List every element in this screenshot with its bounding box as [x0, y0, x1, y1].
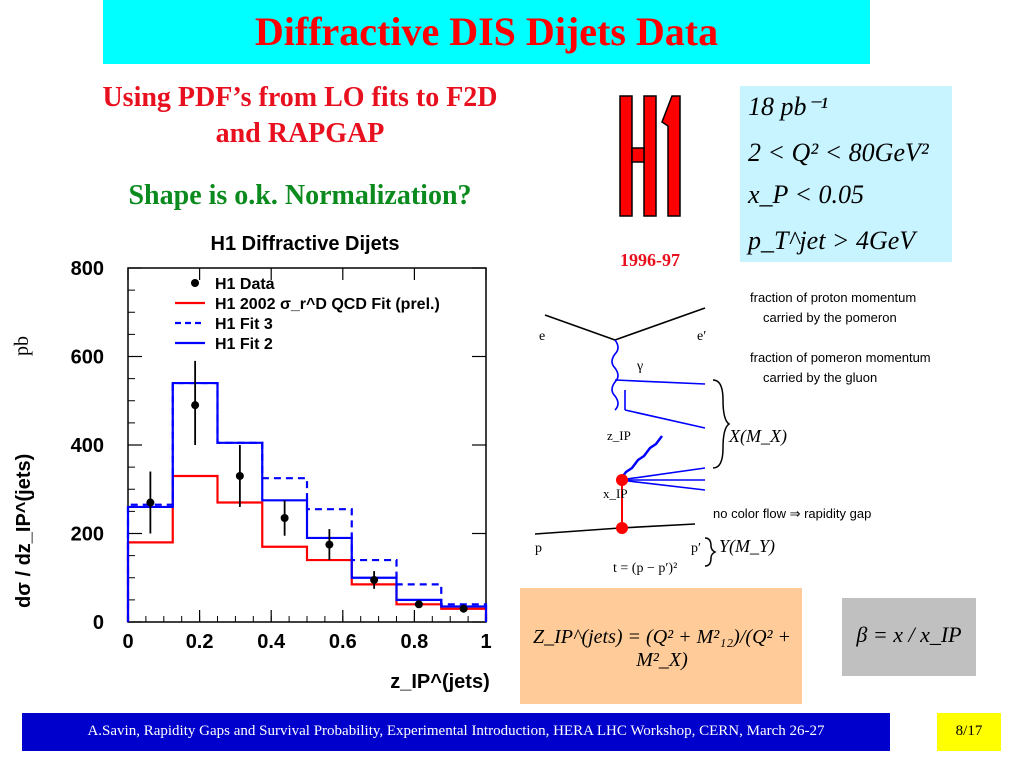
electron-in-label: e: [539, 329, 545, 344]
slide-title: Diffractive DIS Dijets Data: [254, 9, 719, 54]
y-system-brace: [704, 537, 717, 567]
photon-line: [611, 339, 619, 411]
data-point: [414, 600, 423, 609]
x-tick-label: 0.2: [186, 631, 214, 653]
legend-label-data: H1 Data: [215, 276, 275, 293]
proton-out-line: [619, 523, 696, 529]
y-tick-label: 400: [71, 435, 104, 457]
proton-out-label: p′: [691, 541, 701, 556]
series-group: [126, 381, 488, 622]
x-system-label: X(M_X): [728, 426, 787, 447]
data-point: [280, 514, 289, 523]
h1-logo: [619, 95, 681, 217]
xp-description-1: fraction of proton momentum: [750, 290, 916, 305]
y-system-label: Y(M_Y): [719, 536, 775, 557]
y-tick-label: 0: [93, 612, 104, 634]
data-point: [459, 604, 468, 613]
subtitle-line-2: and RAPGAP: [215, 118, 385, 149]
lumi-label: 18 pb⁻¹: [748, 92, 829, 121]
y-tick-label: 200: [71, 524, 104, 546]
data-points: [146, 360, 468, 613]
xp-diagram-label: x_IP: [603, 486, 628, 501]
legend-label-3: H1 Fit 2: [215, 336, 273, 353]
electron-out-line: [614, 307, 706, 341]
y-tick-label: 600: [71, 347, 104, 369]
x-tick-label: 0.6: [329, 631, 357, 653]
chart-legend: H1 Data H1 2002 σ_r^D QCD Fit (prel.) H1 F…: [175, 276, 440, 353]
kinematics-box: [740, 86, 952, 262]
plot-frame: [127, 267, 487, 623]
y-axis-label: dσ / dz_IP^(jets): [13, 454, 35, 608]
series-line-2: [126, 381, 488, 622]
z-ip-formula-box: [520, 588, 802, 704]
x-axis-label: z_IP^(jets): [390, 671, 489, 693]
shape-note: Shape is o.k. Normalization?: [128, 180, 472, 211]
data-point: [235, 471, 244, 480]
rapidity-gap-note: no color flow ⇒ rapidity gap: [713, 506, 871, 521]
electron-out-label: e′: [697, 329, 706, 344]
title-banner: [103, 0, 870, 64]
pt-cut-label: p_T^jet > 4GeV: [748, 226, 916, 255]
subtitle-line-1: Using PDF’s from LO fits to F2D: [102, 82, 498, 113]
x-tick-label: 1: [480, 631, 491, 653]
data-point: [146, 498, 155, 507]
y-axis-unit: pb: [11, 336, 33, 356]
dijet-chart: H1 Diffractive Dijets 0 0.2 0.4 0.6 0.8 1 0 200…: [11, 233, 492, 693]
footer-text: A.Savin, Rapidity Gaps and Survival Prob…: [87, 723, 825, 739]
data-point: [325, 540, 334, 549]
proton-in-line: [534, 527, 621, 535]
zp-diagram-label: z_IP: [607, 428, 631, 443]
feynman-diagram: e e′ γ z_IP x_IP p p′ t = (p − p′)² X(M_…: [534, 290, 931, 576]
legend-label-1: H1 2002 σ_r^D QCD Fit (prel.): [215, 296, 440, 313]
zp-description-2: carried by the gluon: [763, 370, 877, 385]
page-number: 8/17: [955, 723, 983, 739]
series-line-3: [126, 381, 488, 622]
data-point: [370, 575, 379, 584]
x-tick-label: 0: [122, 631, 133, 653]
xp-description-2: carried by the pomeron: [763, 310, 897, 325]
legend-label-2: H1 Fit 3: [215, 316, 273, 333]
electron-in-line: [544, 314, 616, 341]
proton-in-label: p: [535, 541, 542, 556]
legend-marker-data: [191, 279, 199, 287]
q2-range-label: 2 < Q² < 80GeV²: [748, 138, 929, 167]
x-tick-label: 0.8: [400, 631, 428, 653]
x-tick-label: 0.4: [257, 631, 286, 653]
beta-formula: β = x / x_IP: [856, 622, 962, 647]
t-definition: t = (p − p′)²: [613, 561, 677, 576]
data-point: [191, 401, 200, 410]
page-number-box: [937, 713, 1001, 751]
gluon-line: [619, 435, 663, 481]
xp-cut-label: x_P < 0.05: [748, 180, 864, 209]
zp-description-1: fraction of pomeron momentum: [750, 350, 931, 365]
proton-vertex: [616, 522, 628, 534]
x-system-brace: [712, 379, 731, 469]
y-tick-label: 800: [71, 258, 104, 280]
footer-bar: [22, 713, 890, 751]
data-years: 1996-97: [620, 250, 680, 270]
beta-formula-box: [842, 598, 976, 676]
pomeron-vertex: [616, 474, 628, 486]
z-ip-formula: Z_IP^(jets) = (Q² + M²₁₂)/(Q² + M²_X): [533, 626, 791, 671]
axis-ticks: 0 0.2 0.4 0.6 0.8 1 0 200 400 600 800: [71, 258, 492, 653]
chart-title: H1 Diffractive Dijets: [211, 233, 400, 255]
photon-label: γ: [636, 359, 643, 374]
